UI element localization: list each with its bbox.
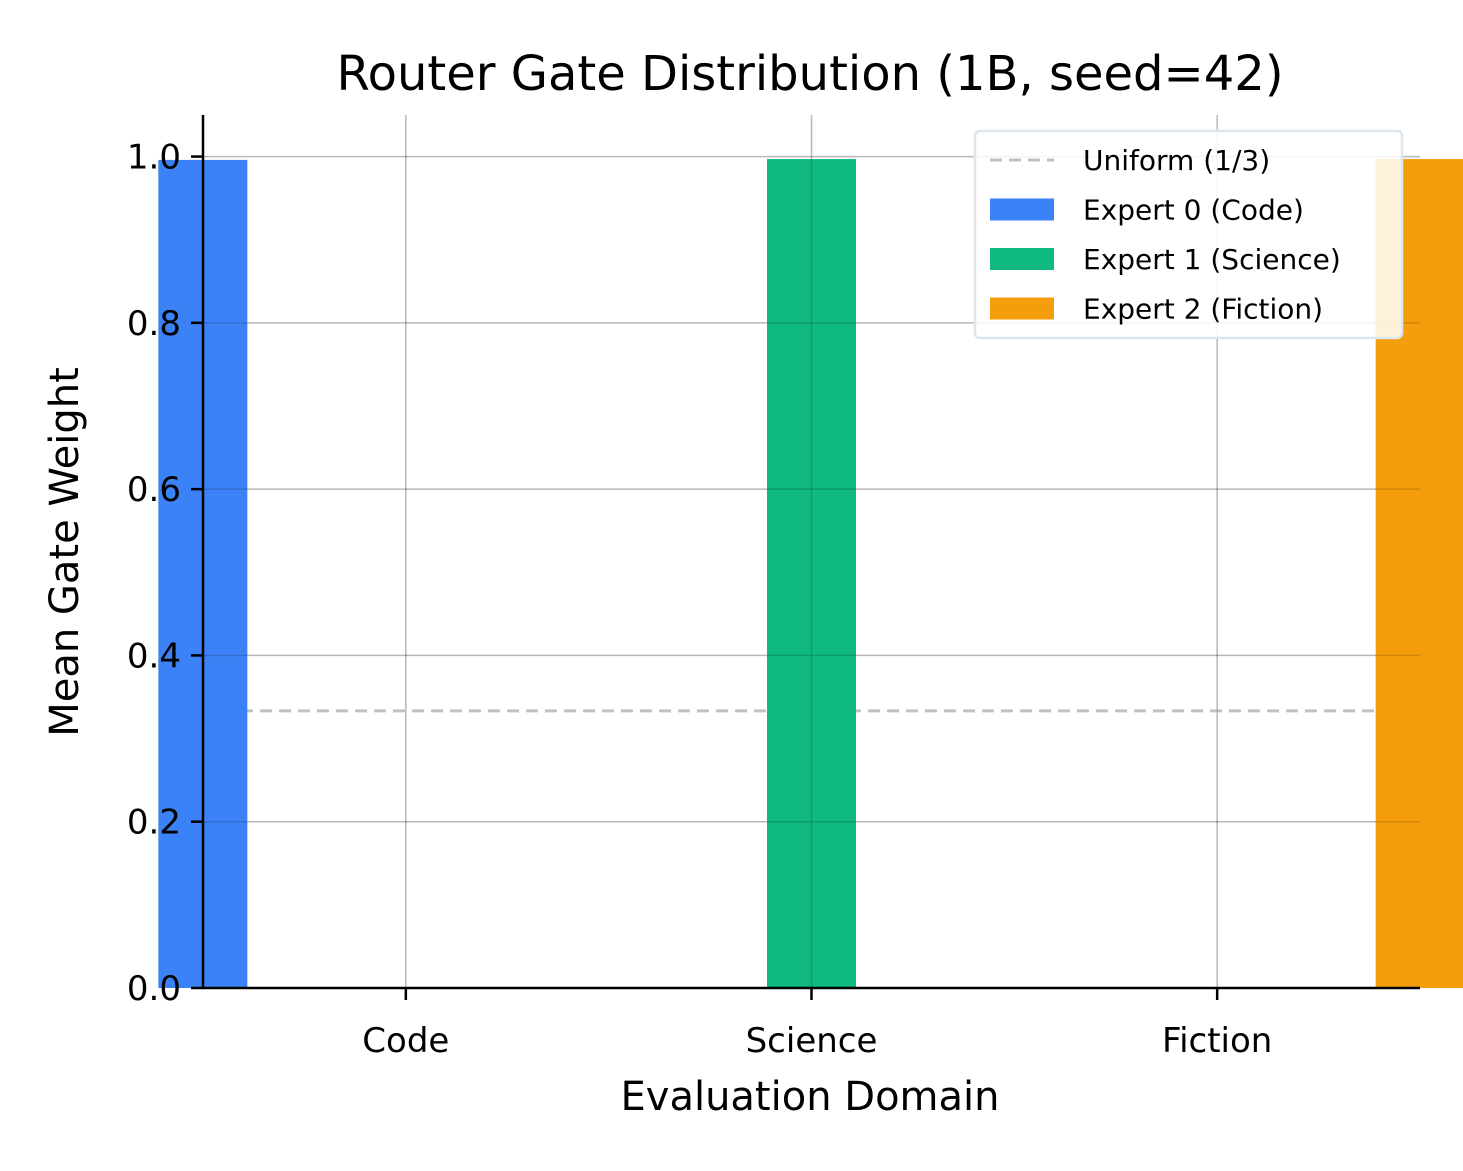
y-tick-label: 0.2 [127, 803, 181, 843]
y-tick-label: 0.8 [127, 304, 181, 344]
legend-frame [973, 129, 1404, 340]
legend-label-expert-1: Expert 1 (Science) [1083, 243, 1341, 276]
legend: Uniform (1/3) Expert 0 (Code) Expert 1 (Sc… [973, 129, 1404, 340]
y-axis-label: Mean Gate Weight [42, 367, 88, 737]
y-tick-label: 0.0 [127, 969, 181, 1009]
y-tick-label: 1.0 [127, 138, 181, 178]
y-tick-label: 0.6 [127, 470, 181, 510]
x-tick-label: Fiction [1162, 1021, 1272, 1061]
legend-swatch-expert-1 [990, 248, 1054, 270]
legend-label-expert-2: Expert 2 (Fiction) [1083, 293, 1323, 326]
legend-swatch-expert-2 [990, 297, 1054, 320]
x-axis-label: Evaluation Domain [621, 1074, 1000, 1120]
y-tick-layer: 0.0 0.2 0.4 0.6 0.8 1.0 [127, 138, 203, 1009]
x-tick-layer: Code Science Fiction [362, 988, 1272, 1061]
bar-expert-1-science-science [767, 159, 856, 988]
legend-items: Uniform (1/3) Expert 0 (Code) Expert 1 (Sc… [990, 144, 1341, 326]
legend-label-expert-0: Expert 0 (Code) [1083, 194, 1304, 227]
y-tick-label: 0.4 [127, 636, 181, 676]
x-tick-label: Code [362, 1021, 449, 1061]
legend-uniform-label: Uniform (1/3) [1083, 144, 1270, 177]
chart-title: Router Gate Distribution (1B, seed=42) [336, 46, 1283, 102]
x-tick-label: Science [746, 1021, 878, 1061]
legend-swatch-expert-0 [990, 198, 1054, 221]
